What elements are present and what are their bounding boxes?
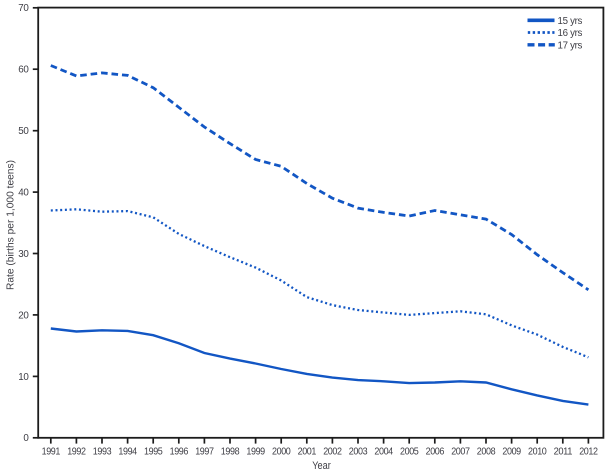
svg-text:50: 50 bbox=[18, 126, 29, 137]
svg-text:1993: 1993 bbox=[93, 446, 112, 457]
svg-text:2003: 2003 bbox=[349, 446, 368, 457]
svg-text:2011: 2011 bbox=[554, 446, 573, 457]
svg-text:2008: 2008 bbox=[477, 446, 496, 457]
svg-text:Rate (births per 1,000 teens): Rate (births per 1,000 teens) bbox=[6, 160, 17, 290]
svg-text:2005: 2005 bbox=[400, 446, 419, 457]
svg-text:15 yrs: 15 yrs bbox=[558, 16, 583, 27]
svg-text:1999: 1999 bbox=[246, 446, 265, 457]
svg-text:2007: 2007 bbox=[451, 446, 470, 457]
svg-text:60: 60 bbox=[18, 65, 29, 76]
svg-text:2009: 2009 bbox=[502, 446, 521, 457]
svg-text:1995: 1995 bbox=[144, 446, 163, 457]
svg-text:2000: 2000 bbox=[272, 446, 291, 457]
svg-text:2006: 2006 bbox=[426, 446, 445, 457]
svg-text:1998: 1998 bbox=[221, 446, 240, 457]
svg-text:0: 0 bbox=[23, 433, 29, 444]
svg-text:Year: Year bbox=[312, 460, 331, 472]
svg-text:17 yrs: 17 yrs bbox=[558, 40, 583, 51]
svg-text:70: 70 bbox=[18, 3, 29, 14]
svg-text:2012: 2012 bbox=[579, 446, 598, 457]
svg-text:2002: 2002 bbox=[323, 446, 342, 457]
svg-text:30: 30 bbox=[18, 249, 29, 260]
svg-text:16 yrs: 16 yrs bbox=[558, 28, 583, 39]
svg-text:2001: 2001 bbox=[298, 446, 317, 457]
svg-text:1991: 1991 bbox=[42, 446, 61, 457]
svg-text:1996: 1996 bbox=[170, 446, 189, 457]
svg-text:1997: 1997 bbox=[195, 446, 214, 457]
svg-text:10: 10 bbox=[18, 372, 29, 383]
svg-text:2004: 2004 bbox=[374, 446, 393, 457]
svg-text:1992: 1992 bbox=[67, 446, 86, 457]
svg-text:40: 40 bbox=[18, 188, 29, 199]
svg-text:1994: 1994 bbox=[118, 446, 137, 457]
svg-text:2010: 2010 bbox=[528, 446, 547, 457]
svg-text:20: 20 bbox=[18, 310, 29, 321]
